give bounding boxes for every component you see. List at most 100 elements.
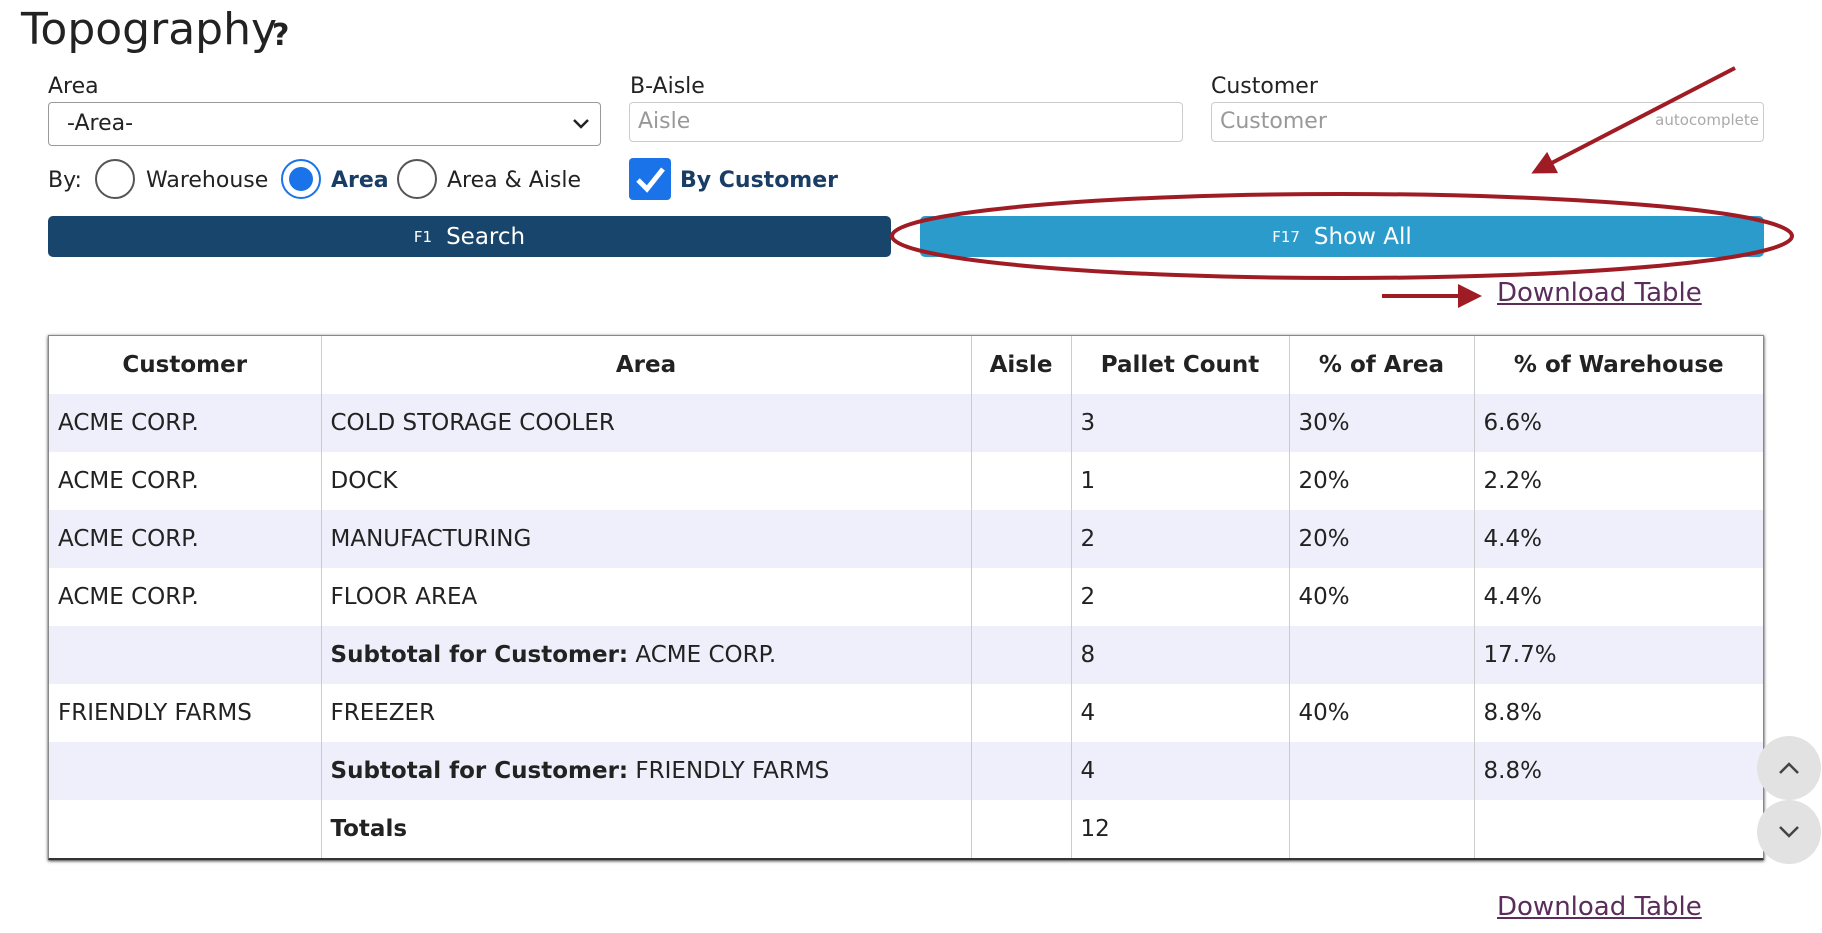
table-cell: 4.4% — [1474, 510, 1763, 568]
scroll-up[interactable] — [1757, 736, 1821, 800]
chevron — [573, 119, 589, 129]
table-row: ACME CORP. COLD STORAGE COOLER 3 30% 6.6% — [49, 394, 1763, 452]
customer-placeholder: Customer — [1220, 109, 1327, 134]
checkmark — [636, 167, 665, 193]
table-cell: 8 — [1071, 626, 1290, 684]
aisle-input[interactable]: Aisle — [629, 102, 1183, 142]
table-cell: 17.7% — [1474, 626, 1763, 684]
column-header: % of Area — [1289, 336, 1475, 394]
summary-label: Subtotal for Customer: — [330, 642, 629, 668]
summary-cell: Subtotal for Customer: ACME CORP. — [321, 626, 972, 684]
table-cell: 20% — [1289, 510, 1475, 568]
table-cell: MANUFACTURING — [321, 510, 972, 568]
checkbox[interactable] — [629, 158, 671, 200]
summary-cell: Totals — [321, 800, 972, 858]
empty-cell — [971, 394, 1072, 452]
table-cell: ACME CORP. — [49, 568, 322, 626]
table-row: Subtotal for Customer: ACME CORP. 8 17.7% — [49, 626, 1763, 684]
empty-cell — [49, 626, 322, 684]
column-header: Customer — [49, 336, 322, 394]
download-link[interactable]: Download Table — [1497, 278, 1702, 308]
table-row: Totals 12 — [49, 800, 1763, 858]
column-header: Aisle — [971, 336, 1072, 394]
help-icon[interactable]: ? — [272, 18, 290, 53]
table-row: Subtotal for Customer: FRIENDLY FARMS 4 8.… — [49, 742, 1763, 800]
header-row: Customer Area Aisle Pallet Count% of Area % … — [49, 336, 1763, 394]
table-cell: 4 — [1071, 742, 1290, 800]
table-cell: 30% — [1289, 394, 1475, 452]
area-select[interactable]: -Area- — [48, 102, 601, 146]
show-all-button[interactable]: F17 Show All — [920, 216, 1764, 257]
table-row: ACME CORP. FLOOR AREA 2 40% 4.4% — [49, 568, 1763, 626]
key-hint: F1 — [413, 227, 433, 246]
column-header: % of Warehouse — [1513, 352, 1724, 378]
area-selected: -Area- — [67, 111, 134, 136]
table-row: ACME CORP. DOCK 1 20% 2.2% — [49, 452, 1763, 510]
table-cell: 2.2% — [1483, 468, 1542, 494]
empty-cell — [49, 742, 322, 800]
table-cell: 6.6% — [1474, 394, 1763, 452]
table-cell: 2 — [1071, 568, 1290, 626]
table-cell: 3 — [1071, 394, 1290, 452]
radio-area-aisle[interactable] — [397, 159, 437, 199]
table-cell: 2 — [1071, 510, 1290, 568]
scroll-down[interactable] — [1757, 800, 1821, 864]
area-label: Area — [48, 74, 99, 99]
table-cell: ACME CORP. — [49, 394, 322, 452]
empty-cell — [971, 510, 1072, 568]
radio-label: Area — [331, 168, 389, 193]
empty-cell — [971, 568, 1072, 626]
checkbox-label: By Customer — [680, 168, 838, 193]
data-table: Customer Area Aisle Pallet Count% of Area % … — [49, 336, 1763, 858]
empty-cell — [1289, 742, 1475, 800]
table-cell: 12 — [1071, 800, 1290, 858]
group-by-label: By: — [48, 168, 82, 193]
column-header: Area — [321, 336, 972, 394]
table-row: FRIENDLY FARMS FREEZER 4 40% 8.8% — [49, 684, 1763, 742]
up-icon — [1779, 762, 1799, 774]
summary-label: Totals — [330, 816, 408, 842]
button-label: Search — [446, 223, 526, 250]
table-cell: FLOOR AREA — [321, 568, 972, 626]
summary-value: ACME CORP. — [635, 642, 777, 668]
down-icon — [1779, 826, 1799, 838]
table-cell: COLD STORAGE COOLER — [321, 394, 972, 452]
radio-warehouse[interactable] — [95, 159, 135, 199]
empty-cell — [1474, 800, 1763, 858]
button-label: Show All — [1313, 223, 1412, 250]
table-cell: 20% — [1289, 452, 1475, 510]
radio-label: Area & Aisle — [447, 168, 582, 193]
empty-cell — [971, 684, 1072, 742]
radio-area[interactable] — [281, 159, 321, 199]
aisle-placeholder: Aisle — [638, 109, 691, 134]
table-cell: 8.8% — [1483, 700, 1542, 726]
table-row: ACME CORP. MANUFACTURING 2 20% 4.4% — [49, 510, 1763, 568]
summary-label: Subtotal for Customer: — [330, 758, 629, 784]
key-hint: F17 — [1272, 227, 1300, 246]
table-cell: FREEZER — [321, 684, 972, 742]
table-cell: DOCK — [321, 452, 972, 510]
search-button[interactable]: F1 Search — [48, 216, 891, 257]
empty-cell — [971, 800, 1072, 858]
table-cell: 4 — [1071, 684, 1290, 742]
empty-cell — [1289, 626, 1475, 684]
page-title: Topography — [21, 4, 278, 55]
table-cell: 4.4% — [1483, 584, 1542, 610]
customer-input[interactable]: Customer autocomplete — [1211, 102, 1764, 142]
empty-cell — [49, 800, 322, 858]
autocomplete-hint: autocomplete — [1655, 111, 1759, 129]
summary-cell: Subtotal for Customer: FRIENDLY FARMS — [321, 742, 972, 800]
customer-label: Customer — [1211, 74, 1318, 99]
radio-label: Warehouse — [146, 168, 269, 193]
table-cell: 1 — [1071, 452, 1290, 510]
download-link[interactable]: Download Table — [1497, 892, 1702, 922]
table-cell: ACME CORP. — [49, 510, 322, 568]
empty-cell — [1289, 800, 1475, 858]
empty-cell — [971, 452, 1072, 510]
table-cell: 8.8% — [1474, 742, 1763, 800]
empty-cell — [971, 626, 1072, 684]
table-cell: ACME CORP. — [49, 452, 322, 510]
table-container: Customer Area Aisle Pallet Count% of Area % … — [48, 335, 1764, 860]
column-header: Pallet Count — [1071, 336, 1290, 394]
